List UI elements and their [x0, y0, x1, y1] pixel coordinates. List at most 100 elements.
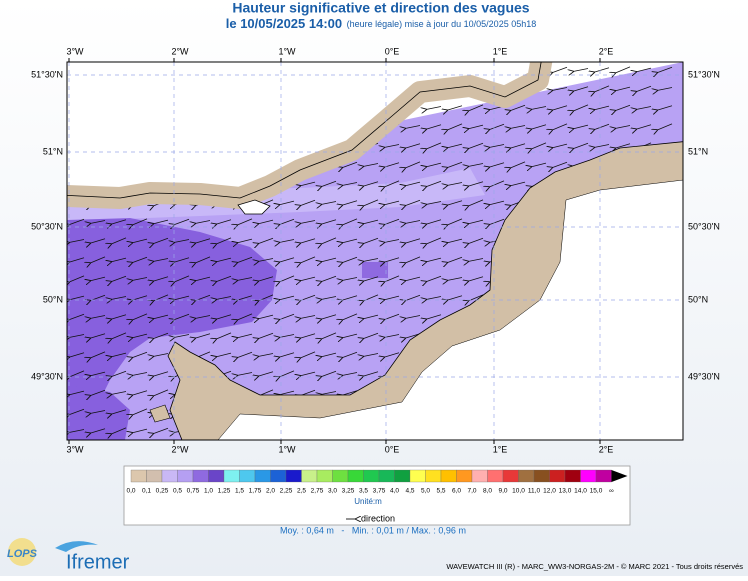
sea-high-south: [67, 385, 130, 440]
lat-label-right: 51°30'N: [688, 69, 720, 79]
lon-label-top: 2°E: [599, 46, 614, 56]
direction-arrow: [69, 334, 85, 338]
direction-arrow: [405, 181, 421, 186]
direction-arrow: [216, 237, 232, 244]
direction-arrow: [636, 106, 652, 110]
direction-arrow: [90, 371, 106, 376]
direction-arrow: [384, 257, 400, 263]
lat-label-left: 50°N: [43, 294, 63, 304]
lon-label-bottom: 0°E: [385, 444, 400, 454]
direction-arrow: [132, 428, 148, 433]
direction-arrow: [447, 123, 463, 130]
ifremer-logo: Ifremer: [66, 551, 130, 573]
direction-arrow: [279, 218, 295, 224]
direction-arrow: [69, 370, 85, 377]
color-swatch: [192, 469, 209, 483]
direction-arrow: [489, 162, 505, 168]
direction-arrow: [216, 275, 232, 281]
legend-label: 3,0: [328, 488, 337, 495]
map: [67, 62, 683, 440]
direction-arrow: [384, 200, 400, 205]
unit-label: Unité:m: [354, 497, 382, 506]
direction-arrow: [216, 352, 232, 357]
legend-label: 9,0: [498, 488, 507, 495]
direction-arrow: [153, 258, 169, 262]
color-swatch: [533, 469, 550, 483]
lon-label-top: 1°W: [278, 46, 296, 56]
legend-label: 2,75: [311, 488, 324, 495]
direction-arrow: [237, 333, 253, 338]
direction-arrow: [510, 125, 526, 129]
direction-arrow: [342, 182, 358, 186]
direction-arrow: [279, 295, 295, 300]
legend-label: 0,75: [187, 488, 200, 495]
direction-arrow: [363, 237, 379, 243]
color-swatch: [425, 469, 442, 483]
sea-patch: [362, 262, 388, 278]
color-swatch: [146, 469, 163, 483]
direction-arrow: [510, 104, 526, 110]
direction-arrow: [363, 219, 379, 224]
direction-arrow: [153, 371, 169, 377]
direction-arrow: [132, 218, 148, 225]
direction-arrow: [426, 162, 442, 167]
legend-label: 7,0: [467, 488, 476, 495]
direction-arrow: [174, 257, 190, 263]
legend-label: 8,0: [483, 488, 492, 495]
legend-label: 2,0: [266, 488, 275, 495]
direction-arrow: [237, 372, 253, 376]
direction-arrow: [531, 162, 547, 167]
direction-arrow: [321, 352, 337, 357]
lon-label-bottom: 3°W: [66, 444, 84, 454]
credits: WAVEWATCH III (R) - MARC_WW3-NORGAS-2M -…: [446, 562, 743, 571]
direction-arrow: [657, 105, 673, 111]
direction-arrow: [489, 123, 505, 129]
direction-arrow: [405, 143, 421, 149]
france-inland: [217, 179, 683, 440]
direction-arrow: [405, 125, 421, 129]
direction-arrow: [636, 124, 652, 130]
direction-arrow: [363, 199, 379, 206]
direction-arrow: [300, 333, 316, 339]
direction-arrow: [405, 220, 421, 224]
direction-arrow: [363, 258, 379, 262]
direction-arrow: [426, 275, 442, 281]
direction-arrow: [132, 408, 148, 415]
direction-arrow: [342, 313, 358, 320]
color-swatch: [285, 469, 302, 483]
direction-arrow: [69, 313, 85, 319]
direction-arrow: [300, 315, 316, 319]
legend-label: 14,0: [574, 488, 587, 495]
direction-arrow: [90, 333, 106, 339]
legend-label: 4,0: [390, 488, 399, 495]
direction-arrow: [342, 200, 358, 206]
direction-arrow: [405, 315, 421, 319]
direction-arrow: [111, 296, 127, 300]
direction-arrow: [69, 257, 85, 263]
legend-label: 11,0: [528, 488, 541, 495]
color-swatch: [239, 469, 256, 483]
direction-arrow: [195, 238, 211, 244]
direction-arrow: [195, 256, 211, 263]
direction-arrow: [69, 408, 85, 414]
direction-arrow: [174, 239, 190, 243]
direction-arrow: [321, 257, 337, 262]
direction-arrow: [447, 105, 463, 111]
lat-label-left: 49°30'N: [31, 371, 63, 381]
legend-label: 0,1: [142, 488, 151, 495]
direction-arrow: [384, 180, 400, 187]
direction-arrow: [132, 351, 148, 357]
direction-arrow: [69, 429, 85, 433]
legend-label: 1,75: [249, 488, 262, 495]
legend-label: 12,0: [543, 488, 556, 495]
direction-arrow: [90, 351, 106, 358]
direction-arrow: [468, 276, 484, 282]
direction-arrow: [279, 275, 295, 282]
colorbar: 0,0 0,1 0,25 0,5 0,75 1,0 1,25 1,5 1,75 2,0 2,25 2,…: [126, 469, 628, 495]
legend-label: 10,0: [512, 488, 525, 495]
england-coast: [67, 62, 542, 199]
direction-arrow: [405, 256, 421, 263]
direction-arrow: [363, 353, 379, 357]
direction-arrow: [132, 238, 148, 243]
direction-arrow: [174, 313, 190, 319]
